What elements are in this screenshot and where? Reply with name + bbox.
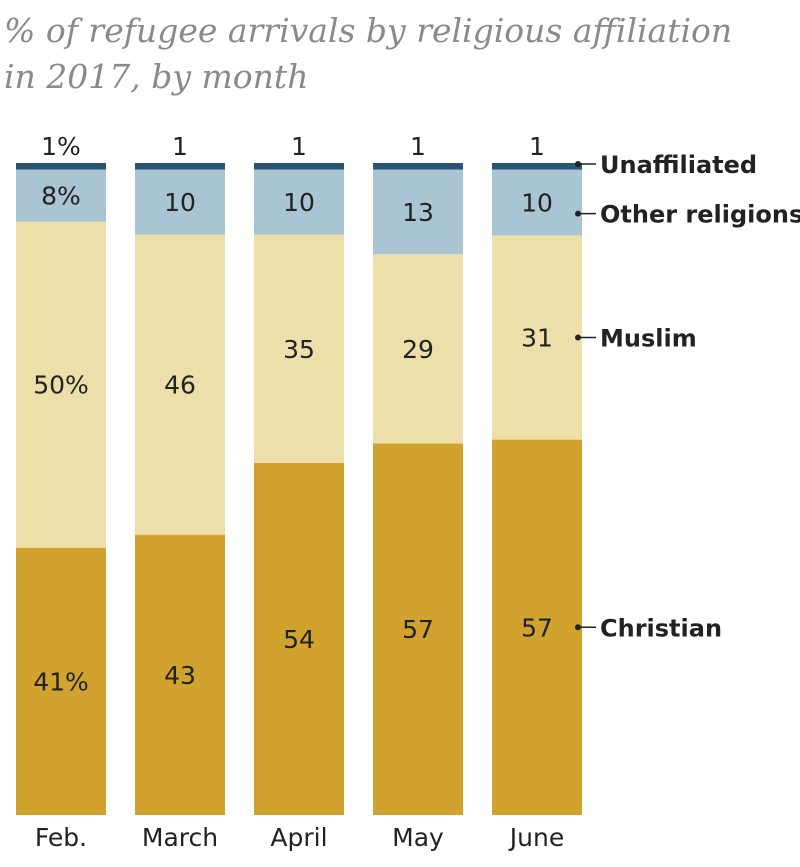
bar-christian-feb [16, 547, 106, 815]
bar-other-religions-feb [16, 169, 106, 222]
chart-title-line1: % of refugee arrivals by religious affil… [4, 11, 733, 50]
bar-muslim-may [373, 254, 463, 444]
data-label-christian-june: 57 [521, 613, 553, 642]
data-label-unaffiliated-april: 1 [291, 132, 307, 161]
bar-muslim-feb [16, 221, 106, 548]
data-label-unaffiliated-june: 1 [529, 132, 545, 161]
data-label-unaffiliated-feb: 1% [41, 132, 81, 161]
data-label-unaffiliated-may: 1 [410, 132, 426, 161]
legend-label-christian: Christian [600, 614, 722, 642]
bar-christian-march [135, 534, 225, 815]
bar-other-religions-april [254, 169, 344, 235]
legend-dot-unaffiliated [575, 161, 581, 167]
chart-title: % of refugee arrivals by religious affil… [4, 8, 794, 100]
chart-subtitle: in 2017, by month [4, 57, 309, 96]
bar-other-religions-may [373, 169, 463, 255]
bar-unaffiliated-feb [16, 163, 106, 170]
data-label-muslim-june: 31 [521, 324, 553, 353]
legend-label-muslim: Muslim [600, 325, 697, 353]
bar-muslim-april [254, 234, 344, 463]
legend-dot-other-religions [575, 210, 581, 217]
bar-unaffiliated-april [254, 163, 344, 170]
bar-muslim-june [492, 235, 582, 440]
x-tick-may: May [392, 823, 444, 852]
bar-unaffiliated-june [492, 163, 582, 170]
x-tick-feb: Feb. [35, 823, 87, 852]
data-label-other-religions-march: 10 [164, 188, 196, 217]
legend-label-other-religions: Other religions [600, 201, 800, 229]
data-label-muslim-march: 46 [164, 371, 196, 400]
x-tick-june: June [508, 823, 564, 852]
x-tick-march: March [142, 823, 218, 852]
bar-muslim-march [135, 234, 225, 535]
legend-dot-christian [575, 624, 581, 631]
data-label-muslim-may: 29 [402, 335, 434, 364]
bar-other-religions-june [492, 169, 582, 236]
bar-christian-june [492, 439, 582, 815]
data-label-other-religions-june: 10 [521, 189, 553, 218]
data-label-christian-may: 57 [402, 615, 434, 644]
legend-dot-muslim [575, 334, 581, 341]
data-label-other-religions-april: 10 [283, 188, 315, 217]
data-label-christian-march: 43 [164, 661, 196, 690]
data-label-christian-feb: 41% [33, 667, 89, 696]
bar-christian-may [373, 443, 463, 815]
data-label-muslim-feb: 50% [33, 371, 89, 400]
x-tick-april: April [270, 823, 327, 852]
data-label-muslim-april: 35 [283, 335, 315, 364]
data-label-other-religions-may: 13 [402, 198, 434, 227]
bar-other-religions-march [135, 169, 225, 235]
data-label-unaffiliated-march: 1 [172, 132, 188, 161]
legend-label-unaffiliated: Unaffiliated [600, 151, 757, 179]
bar-unaffiliated-march [135, 163, 225, 170]
data-label-christian-april: 54 [283, 625, 315, 654]
bar-christian-april [254, 462, 344, 815]
data-label-other-religions-feb: 8% [41, 182, 81, 211]
bar-unaffiliated-may [373, 163, 463, 170]
